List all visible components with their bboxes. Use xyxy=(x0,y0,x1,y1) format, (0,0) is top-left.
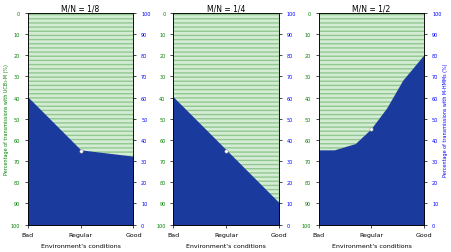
X-axis label: Environment's conditions: Environment's conditions xyxy=(41,243,120,248)
Title: M/N = 1/8: M/N = 1/8 xyxy=(61,4,99,13)
Y-axis label: Percentage of transmissions with M-HMMs (%): Percentage of transmissions with M-HMMs … xyxy=(442,63,447,176)
Title: M/N = 1/2: M/N = 1/2 xyxy=(352,4,390,13)
X-axis label: Environment's conditions: Environment's conditions xyxy=(186,243,265,248)
Title: M/N = 1/4: M/N = 1/4 xyxy=(207,4,244,13)
X-axis label: Environment's conditions: Environment's conditions xyxy=(331,243,410,248)
Y-axis label: Percentage of transmissions with UCB₁-M (%): Percentage of transmissions with UCB₁-M … xyxy=(4,64,9,175)
